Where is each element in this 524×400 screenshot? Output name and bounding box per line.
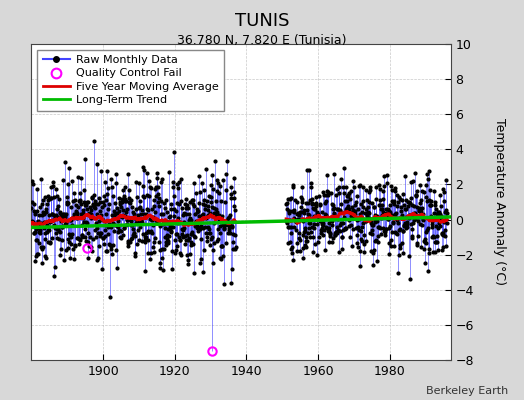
Legend: Raw Monthly Data, Quality Control Fail, Five Year Moving Average, Long-Term Tren: Raw Monthly Data, Quality Control Fail, … bbox=[37, 50, 224, 111]
Text: TUNIS: TUNIS bbox=[235, 12, 289, 30]
Y-axis label: Temperature Anomaly (°C): Temperature Anomaly (°C) bbox=[494, 118, 506, 286]
Text: 36.780 N, 7.820 E (Tunisia): 36.780 N, 7.820 E (Tunisia) bbox=[177, 34, 347, 47]
Text: Berkeley Earth: Berkeley Earth bbox=[426, 386, 508, 396]
